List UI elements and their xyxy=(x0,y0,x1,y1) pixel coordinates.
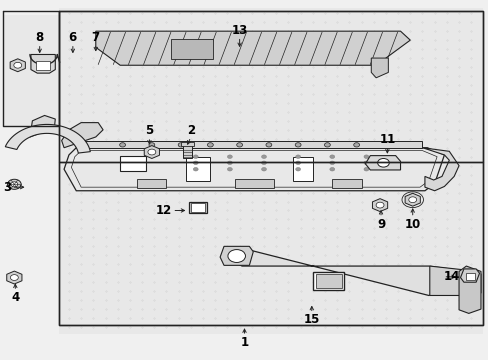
Polygon shape xyxy=(220,246,253,265)
Bar xyxy=(188,202,207,213)
Circle shape xyxy=(207,143,213,147)
Text: 5: 5 xyxy=(145,124,153,137)
Circle shape xyxy=(261,161,266,165)
Text: 9: 9 xyxy=(376,218,385,231)
Bar xyxy=(185,157,210,181)
Text: 8: 8 xyxy=(36,31,44,44)
Bar xyxy=(234,179,273,188)
Circle shape xyxy=(408,197,416,203)
Circle shape xyxy=(377,158,388,167)
Circle shape xyxy=(295,143,301,147)
Polygon shape xyxy=(81,140,422,148)
Circle shape xyxy=(149,143,155,147)
Circle shape xyxy=(193,161,198,165)
Bar xyxy=(3,15,59,126)
Polygon shape xyxy=(460,269,479,282)
Bar xyxy=(312,272,344,291)
Polygon shape xyxy=(31,54,55,73)
Polygon shape xyxy=(422,148,458,191)
Text: 3: 3 xyxy=(3,181,11,194)
Polygon shape xyxy=(365,156,400,170)
Polygon shape xyxy=(429,266,480,296)
Bar xyxy=(36,60,50,69)
Polygon shape xyxy=(10,59,25,72)
Bar xyxy=(183,145,191,158)
Circle shape xyxy=(329,161,334,165)
Circle shape xyxy=(227,161,232,165)
Polygon shape xyxy=(7,271,22,284)
Bar xyxy=(293,157,312,181)
Circle shape xyxy=(178,143,183,147)
Text: 13: 13 xyxy=(231,23,247,37)
Circle shape xyxy=(324,143,330,147)
Circle shape xyxy=(265,143,271,147)
Polygon shape xyxy=(144,145,159,158)
Polygon shape xyxy=(30,116,55,137)
Bar xyxy=(120,156,145,171)
Text: 10: 10 xyxy=(404,218,420,231)
Circle shape xyxy=(261,167,266,171)
Circle shape xyxy=(329,155,334,158)
Circle shape xyxy=(227,155,232,158)
Polygon shape xyxy=(224,248,468,296)
Polygon shape xyxy=(61,123,103,148)
Circle shape xyxy=(363,161,368,165)
Bar xyxy=(465,273,474,280)
Circle shape xyxy=(295,155,300,158)
Circle shape xyxy=(375,202,383,208)
Text: 14: 14 xyxy=(443,270,459,283)
Circle shape xyxy=(120,143,125,147)
Circle shape xyxy=(193,155,198,158)
Text: 11: 11 xyxy=(379,133,395,146)
Polygon shape xyxy=(458,266,480,314)
Circle shape xyxy=(329,167,334,171)
Bar xyxy=(331,179,361,188)
Polygon shape xyxy=(372,199,387,212)
Circle shape xyxy=(10,275,18,280)
Bar xyxy=(190,203,205,212)
Bar xyxy=(137,179,166,188)
Bar xyxy=(316,274,341,288)
Circle shape xyxy=(227,249,245,262)
Text: 1: 1 xyxy=(240,336,248,349)
Bar xyxy=(171,39,212,59)
Polygon shape xyxy=(5,125,90,153)
Polygon shape xyxy=(64,148,444,191)
Polygon shape xyxy=(370,58,387,78)
Polygon shape xyxy=(404,193,420,206)
Circle shape xyxy=(193,167,198,171)
Circle shape xyxy=(147,149,156,155)
Circle shape xyxy=(236,143,242,147)
Text: 4: 4 xyxy=(11,291,20,304)
Bar xyxy=(181,142,193,146)
Circle shape xyxy=(11,182,18,187)
Text: 6: 6 xyxy=(69,31,77,44)
Circle shape xyxy=(227,167,232,171)
Circle shape xyxy=(295,161,300,165)
Polygon shape xyxy=(96,31,409,65)
Bar xyxy=(59,162,483,325)
Text: 12: 12 xyxy=(156,204,172,217)
Text: 15: 15 xyxy=(303,314,319,327)
Circle shape xyxy=(353,143,359,147)
Bar xyxy=(59,8,483,334)
Circle shape xyxy=(261,155,266,158)
Circle shape xyxy=(295,167,300,171)
Circle shape xyxy=(14,62,21,68)
Text: 2: 2 xyxy=(186,124,195,137)
Bar xyxy=(59,12,483,162)
Circle shape xyxy=(363,155,368,158)
Text: 7: 7 xyxy=(92,31,100,44)
Circle shape xyxy=(363,167,368,171)
Circle shape xyxy=(7,179,21,189)
